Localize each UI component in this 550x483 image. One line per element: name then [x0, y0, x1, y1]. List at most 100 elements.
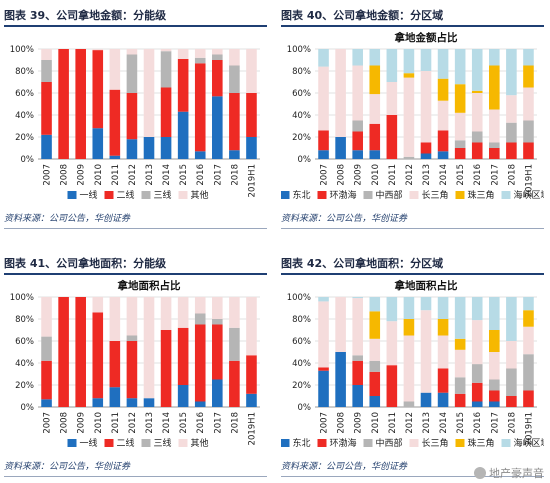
bar-segment: [506, 341, 517, 369]
bar-segment: [471, 49, 483, 91]
bar-segment: [58, 49, 69, 159]
x-tick-label: 2010: [94, 164, 104, 186]
bar-segment: [523, 65, 534, 88]
bar-segment: [194, 57, 206, 64]
bar-segment: [523, 326, 534, 355]
bar-segment: [92, 312, 104, 399]
bar-segment: [177, 297, 189, 328]
bar-segment: [194, 401, 206, 407]
bar-segment: [92, 398, 104, 407]
x-tick-label: 2011: [111, 412, 121, 434]
x-tick-label: 2018: [230, 164, 240, 186]
bar-segment: [318, 301, 329, 368]
bar-segment: [506, 142, 517, 159]
bar-segment: [403, 335, 415, 402]
x-tick-label: 2008: [337, 412, 347, 434]
x-tick-label: 2012: [128, 412, 138, 434]
bar-segment: [352, 385, 363, 407]
x-tick-label: 2014: [162, 412, 172, 434]
bar-segment: [212, 54, 223, 60]
bar-segment: [437, 130, 449, 152]
bar-segment: [369, 371, 381, 396]
bar-segment: [246, 137, 257, 159]
bar-segment: [420, 310, 432, 393]
y-tick-label: 60%: [292, 337, 311, 347]
x-tick-label: 2015: [179, 412, 189, 434]
bar-segment: [318, 150, 329, 159]
x-tick-label: 2008: [337, 164, 347, 186]
bar-segment: [160, 297, 172, 330]
chart-title: 拿地面积占比: [394, 279, 458, 292]
bar-segment: [437, 49, 449, 79]
bar-segment: [454, 377, 466, 394]
bar-segment: [194, 49, 206, 58]
legend-swatch: [141, 191, 151, 199]
bar-segment: [454, 393, 466, 407]
bar-segment: [41, 82, 52, 135]
bar-segment: [212, 96, 223, 159]
legend-swatch: [455, 439, 465, 447]
bar-segment: [471, 131, 483, 143]
x-tick-label: 2013: [145, 164, 155, 186]
legend-label: 二线: [117, 189, 135, 201]
bar-segment: [352, 65, 363, 121]
legend-label: 环渤海: [330, 437, 357, 449]
legend-swatch: [178, 191, 188, 199]
figure-title: 图表 41、公司拿地面积：分能级: [4, 257, 167, 270]
x-tick-label: 2007: [43, 412, 53, 434]
bar-segment: [143, 398, 155, 407]
x-tick-label: 2010: [94, 412, 104, 434]
bar-segment: [386, 321, 398, 366]
bar-segment: [246, 355, 257, 394]
chart-title: 拿地金额占比: [394, 31, 458, 44]
legend-label: 海峡区域: [514, 189, 545, 201]
bar-segment: [489, 142, 500, 148]
bar-segment: [420, 71, 432, 143]
bar-segment: [41, 134, 52, 159]
bar-segment: [229, 150, 240, 159]
bar-segment: [212, 324, 223, 380]
x-tick-label: 2008: [60, 412, 70, 434]
source-note: 资料来源：公司公告，华创证券: [281, 214, 408, 224]
x-tick-label: 2016: [473, 164, 483, 186]
source-rule: [4, 228, 267, 229]
bar-segment: [41, 360, 52, 400]
bar-segment: [58, 297, 69, 407]
bar-segment: [212, 379, 223, 407]
bar-segment: [194, 63, 206, 152]
bar-segment: [246, 297, 257, 356]
legend-swatch: [317, 439, 327, 447]
bar-segment: [454, 49, 466, 85]
legend-swatch: [317, 191, 327, 199]
bar-segment: [177, 385, 189, 407]
bar-segment: [369, 150, 381, 159]
bar-segment: [335, 137, 346, 159]
bar-segment: [523, 354, 534, 391]
legend-swatch: [104, 439, 114, 447]
x-tick-label: 2012: [128, 164, 138, 186]
x-tick-label: 2007: [320, 412, 330, 434]
bar-segment: [369, 94, 381, 124]
bar-segment: [92, 50, 104, 129]
x-tick-label: 2015: [456, 164, 466, 186]
bar-segment: [126, 54, 138, 93]
legend-label: 珠三角: [468, 189, 495, 201]
bar-segment: [403, 49, 415, 74]
bar-segment: [352, 297, 363, 299]
title-rule: [281, 273, 544, 275]
legend-label: 中西部: [376, 437, 403, 449]
x-tick-label: 2009: [354, 164, 364, 186]
bar-segment: [471, 401, 483, 407]
source-rule: [281, 476, 544, 477]
x-tick-label: 2017: [490, 164, 500, 186]
y-tick-label: 100%: [287, 45, 311, 55]
bar-segment: [471, 364, 483, 383]
bar-segment: [194, 151, 206, 159]
x-tick-label: 2015: [179, 164, 189, 186]
bar-segment: [160, 87, 172, 137]
bar-segment: [523, 297, 534, 311]
bar-segment: [369, 123, 381, 151]
legend-swatch: [363, 439, 373, 447]
bar-segment: [454, 297, 466, 339]
bar-segment: [194, 297, 206, 314]
